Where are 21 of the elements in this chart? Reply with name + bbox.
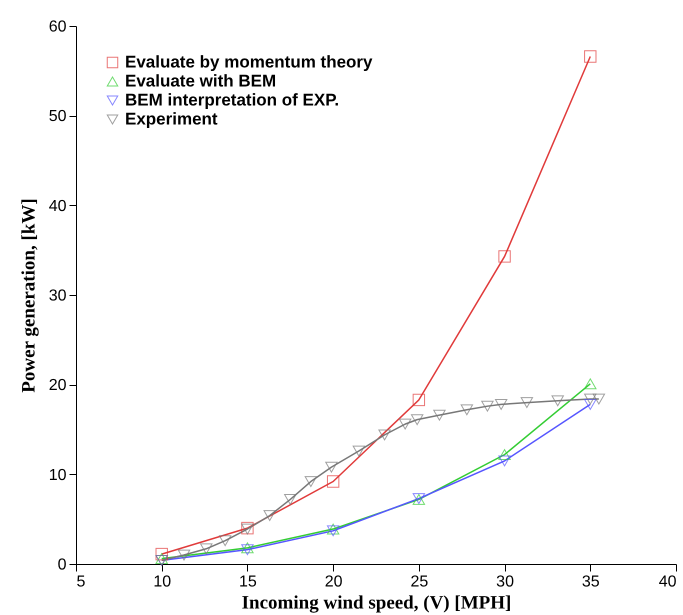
- x-axis-title: Incoming wind speed, (V) [MPH]: [242, 592, 512, 614]
- legend-label: Experiment: [125, 110, 218, 128]
- legend-label: BEM interpretation of EXP.: [125, 90, 340, 110]
- x-tick-label: 10: [153, 574, 172, 590]
- y-tick-label: 50: [48, 108, 67, 126]
- x-tick-label: 40: [658, 574, 677, 590]
- x-tick-label: 5: [76, 574, 86, 590]
- legend-label: Evaluate with BEM: [125, 72, 276, 90]
- x-tick-label: 25: [410, 574, 428, 590]
- legend-label: Evaluate by momentum theory: [125, 52, 374, 72]
- y-tick-label: 10: [48, 466, 67, 484]
- y-tick-label: 60: [48, 18, 67, 36]
- y-tick-label: 30: [48, 288, 67, 304]
- y-tick-label: 40: [48, 198, 67, 215]
- y-tick-label: 0: [58, 556, 67, 574]
- x-tick-label: 20: [324, 574, 343, 590]
- y-axis-title: Power generation, [kW]: [18, 198, 40, 393]
- x-tick-label: 35: [582, 574, 600, 590]
- y-tick-label: 20: [48, 377, 67, 394]
- x-tick-label: 15: [239, 574, 257, 590]
- x-tick-label: 30: [496, 574, 514, 590]
